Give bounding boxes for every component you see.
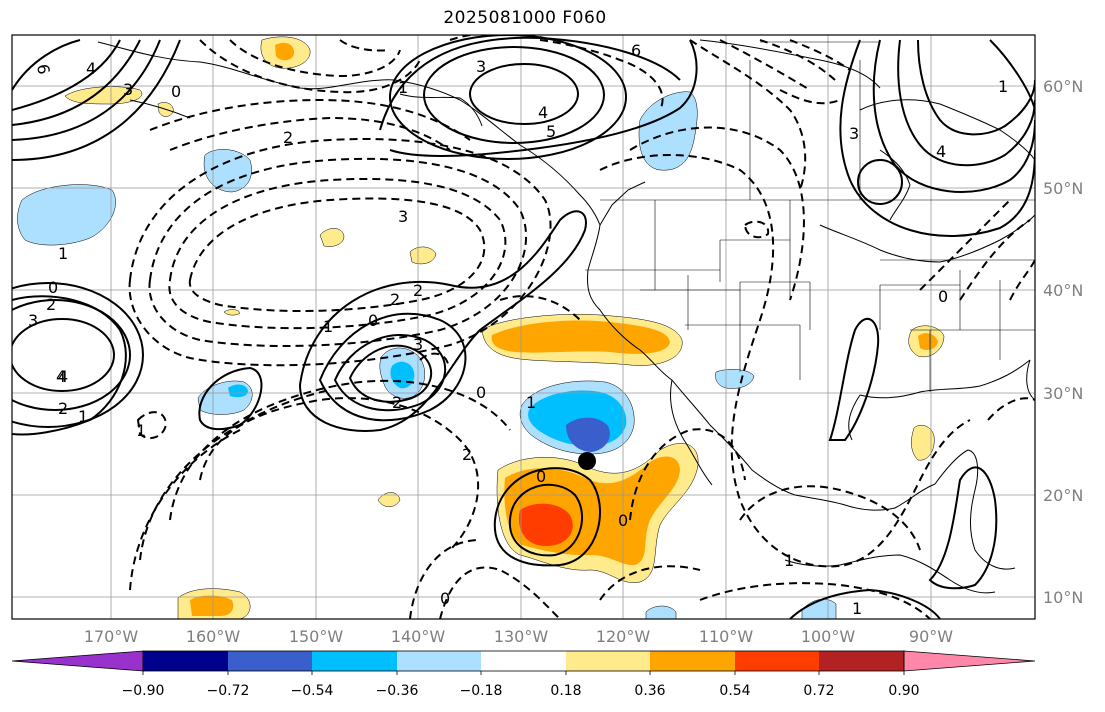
contour-label: 0 [440, 589, 450, 608]
contour-label: 1 [136, 421, 146, 440]
lon-label-110w: 110°W [698, 627, 754, 646]
contour-label: 2 [58, 399, 68, 418]
colorbar-swatch [143, 651, 228, 671]
lon-label-150w: 150°W [288, 627, 344, 646]
contour-label: 4 [58, 367, 68, 386]
lat-label-30n: 30°N [1043, 384, 1084, 403]
lat-label-60n: 60°N [1043, 77, 1084, 96]
colorbar [11, 650, 1036, 675]
contour-label: 2 [283, 128, 293, 147]
contour-label: 3 [413, 335, 423, 354]
lon-label-120w: 120°W [595, 627, 651, 646]
contour-label: 2 [390, 290, 400, 309]
colorbar-tick-label: 0.72 [803, 683, 835, 699]
map-frame [11, 34, 1036, 620]
colorbar-tick-label: 0.18 [550, 683, 582, 699]
contour-label: 0 [171, 82, 181, 101]
borders [585, 41, 1035, 392]
contour-label: 2 [413, 281, 423, 300]
lon-label-140w: 140°W [390, 627, 446, 646]
contour-label: 0 [536, 467, 546, 486]
contour-label: 2 [46, 295, 56, 314]
chart-title: 2025081000 F060 [443, 8, 607, 28]
contour-label: 1 [58, 244, 68, 263]
contour-label: 1 [998, 77, 1008, 96]
colorbar-tick-label: 0.36 [634, 683, 666, 699]
contour-label: 0 [618, 511, 628, 530]
colorbar-swatch [228, 651, 312, 671]
contours-dashed [128, 35, 1035, 619]
colorbar-tick-label: −0.72 [206, 683, 250, 699]
contour-label: 4 [936, 142, 946, 161]
colorbar-extend-low [11, 650, 144, 672]
contour-label: 1 [323, 317, 333, 336]
contour-label: 4 [56, 367, 66, 386]
colorbar-swatch [650, 651, 735, 671]
lat-label-10n: 10°N [1043, 588, 1084, 607]
contour-label: 2 [392, 393, 402, 412]
contour-label: 0 [48, 278, 58, 297]
contour-label: 3 [476, 57, 486, 76]
colorbar-tick-label: −0.90 [121, 683, 165, 699]
contour-label: 4 [538, 103, 548, 122]
colorbar-tick-label: −0.18 [459, 683, 503, 699]
lon-label-100w: 100°W [800, 627, 856, 646]
contour-label: 1 [398, 78, 408, 97]
contour-label: 3 [123, 80, 133, 99]
contour-label: 1 [526, 393, 536, 412]
colorbar-swatch [819, 651, 904, 671]
colorbar-swatch [397, 651, 481, 671]
lat-label-50n: 50°N [1043, 179, 1084, 198]
colorbar-swatch [566, 651, 650, 671]
colorbar-tick-label: 0.54 [719, 683, 751, 699]
contour-label: 2 [462, 445, 472, 464]
colorbar-swatch [312, 651, 397, 671]
lon-label-170w: 170°W [83, 627, 139, 646]
contour-label: 6 [631, 41, 641, 60]
colorbar-tick-label: −0.54 [290, 683, 334, 699]
contour-label: 1 [852, 599, 862, 618]
lat-label-20n: 20°N [1043, 486, 1084, 505]
contour-label: 3 [849, 124, 859, 143]
contour-label: 3 [28, 311, 38, 330]
colorbar-extend-high [903, 650, 1036, 672]
contour-label: 0 [476, 383, 486, 402]
contour-label: 5 [546, 122, 556, 141]
colorbar-tick-label: −0.36 [375, 683, 419, 699]
contour-label: 1 [784, 551, 794, 570]
position-marker [578, 452, 596, 470]
colorbar-swatch [735, 651, 819, 671]
shading-negative [17, 91, 837, 619]
colorbar-tick-label: 0.90 [888, 683, 920, 699]
lon-label-90w: 90°W [908, 627, 954, 646]
contour-label: 4 [86, 59, 96, 78]
contour-label: 1 [78, 407, 88, 426]
colorbar-swatch [481, 651, 566, 671]
lat-label-40n: 40°N [1043, 281, 1084, 300]
contour-label: 0 [368, 311, 378, 330]
contour-label: 6 [33, 63, 53, 76]
contours-solid [12, 35, 1035, 619]
lon-label-130w: 130°W [493, 627, 549, 646]
lon-label-160w: 160°W [185, 627, 241, 646]
contour-label: 0 [938, 287, 948, 306]
contour-labels: 6 4 3 0 3 4 2 2 1 3 0 2 1 3 0 2 4 5 6 4 … [28, 41, 1008, 618]
contour-label: 3 [398, 207, 408, 226]
shading-positive [64, 36, 945, 619]
